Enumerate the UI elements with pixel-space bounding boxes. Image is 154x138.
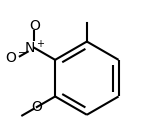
Text: O: O <box>31 100 42 114</box>
Text: O$^-$: O$^-$ <box>5 51 27 65</box>
Text: N$^+$: N$^+$ <box>24 39 45 57</box>
Text: O: O <box>29 19 40 33</box>
